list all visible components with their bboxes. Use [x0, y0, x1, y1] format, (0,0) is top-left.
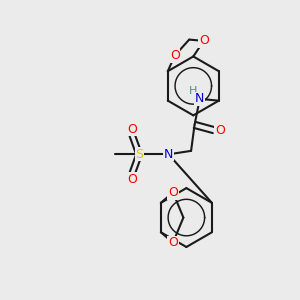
Text: O: O: [215, 124, 225, 136]
Text: O: O: [170, 49, 180, 62]
Text: O: O: [168, 186, 178, 199]
Text: O: O: [168, 236, 178, 249]
Text: O: O: [127, 122, 137, 136]
Text: H: H: [189, 86, 198, 96]
Text: N: N: [164, 148, 173, 161]
Text: N: N: [195, 92, 204, 105]
Text: O: O: [127, 173, 137, 186]
Text: S: S: [135, 148, 143, 161]
Text: O: O: [199, 34, 208, 47]
